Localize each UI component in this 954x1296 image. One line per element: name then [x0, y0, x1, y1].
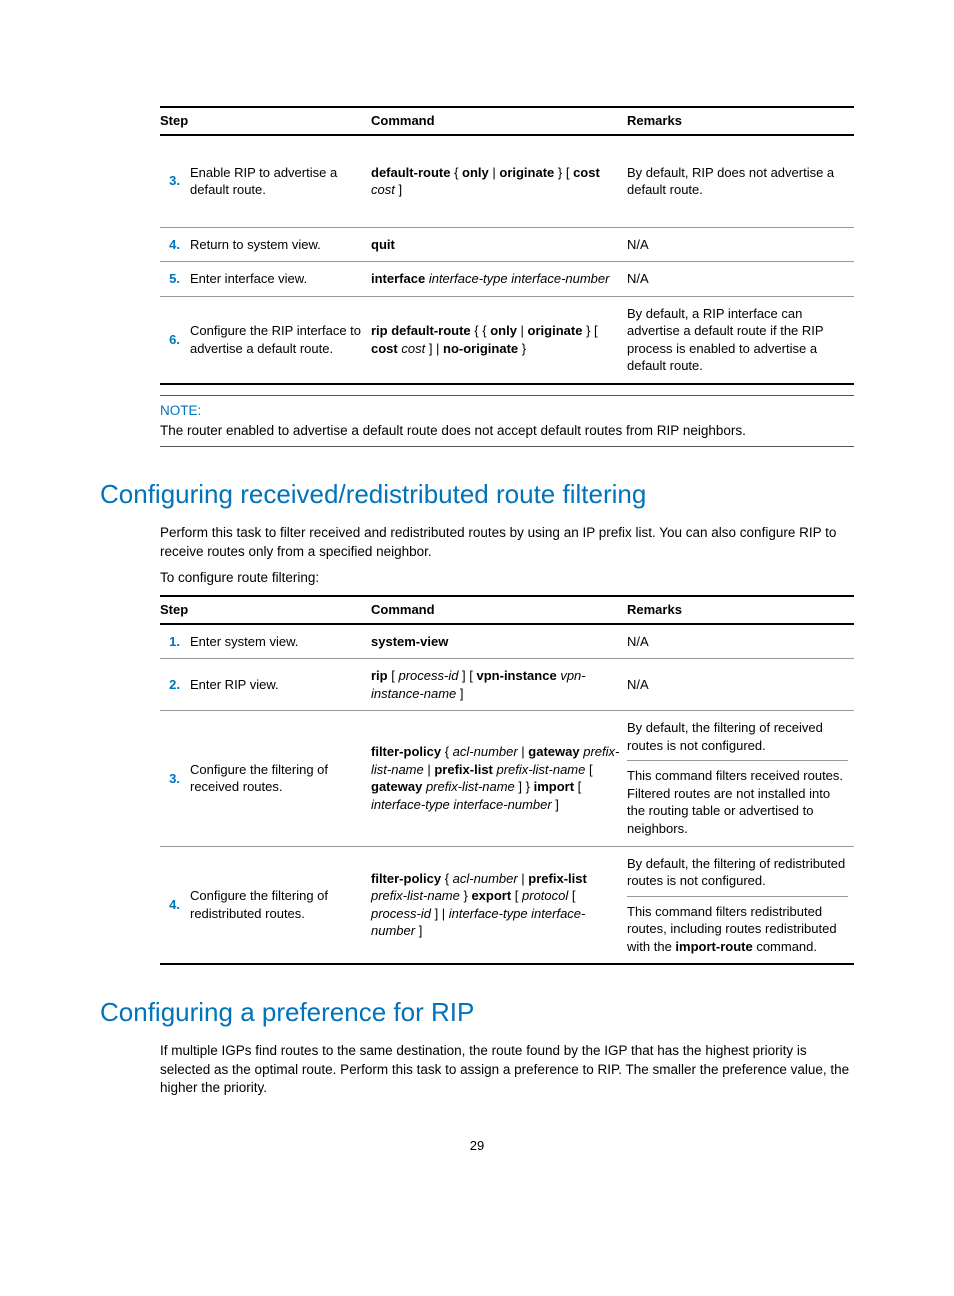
step-text: Enter interface view.	[190, 262, 371, 297]
col-remarks: Remarks	[627, 596, 854, 624]
step-number: 6.	[160, 296, 190, 384]
table-row: 1.Enter system view.system-viewN/A	[160, 624, 854, 659]
col-step: Step	[160, 596, 371, 624]
table-row: 4.Configure the filtering of redistribut…	[160, 846, 854, 964]
col-remarks: Remarks	[627, 107, 854, 135]
page-number: 29	[100, 1137, 854, 1155]
table-row: 3.Enable RIP to advertise a default rout…	[160, 135, 854, 228]
command-text: rip default-route { { only | originate }…	[371, 296, 627, 384]
remark-text: N/A	[627, 659, 854, 711]
command-text: filter-policy { acl-number | gateway pre…	[371, 711, 627, 846]
step-number: 1.	[160, 624, 190, 659]
command-text: system-view	[371, 624, 627, 659]
col-step: Step	[160, 107, 371, 135]
step-number: 3.	[160, 135, 190, 228]
table1-body: 3.Enable RIP to advertise a default rout…	[160, 135, 854, 384]
col-command: Command	[371, 596, 627, 624]
remark-text: By default, a RIP interface can advertis…	[627, 296, 854, 384]
table-row: 5.Enter interface view.interface interfa…	[160, 262, 854, 297]
remark-text: N/A	[627, 624, 854, 659]
remark-text: N/A	[627, 262, 854, 297]
table2-body: 1.Enter system view.system-viewN/A2.Ente…	[160, 624, 854, 965]
command-text: filter-policy { acl-number | prefix-list…	[371, 846, 627, 964]
step-number: 4.	[160, 227, 190, 262]
heading-preference-rip: Configuring a preference for RIP	[100, 995, 854, 1030]
note-text: The router enabled to advertise a defaul…	[160, 422, 854, 440]
table-default-route: Step Command Remarks 3.Enable RIP to adv…	[160, 106, 854, 385]
note-label: NOTE:	[160, 402, 854, 420]
col-command: Command	[371, 107, 627, 135]
table-row: 6.Configure the RIP interface to adverti…	[160, 296, 854, 384]
para-filtering-lead: To configure route filtering:	[160, 569, 854, 587]
table-route-filtering: Step Command Remarks 1.Enter system view…	[160, 595, 854, 965]
step-text: Enter RIP view.	[190, 659, 371, 711]
remark-text: By default, the filtering of received ro…	[627, 711, 854, 846]
step-text: Return to system view.	[190, 227, 371, 262]
remark-text: N/A	[627, 227, 854, 262]
table-row: 3.Configure the filtering of received ro…	[160, 711, 854, 846]
step-text: Configure the filtering of redistributed…	[190, 846, 371, 964]
heading-route-filtering: Configuring received/redistributed route…	[100, 477, 854, 512]
command-text: quit	[371, 227, 627, 262]
remark-text: By default, the filtering of redistribut…	[627, 846, 854, 964]
para-preference: If multiple IGPs find routes to the same…	[160, 1042, 854, 1097]
step-text: Enter system view.	[190, 624, 371, 659]
command-text: interface interface-type interface-numbe…	[371, 262, 627, 297]
remark-text: By default, RIP does not advertise a def…	[627, 135, 854, 228]
step-text: Configure the RIP interface to advertise…	[190, 296, 371, 384]
step-number: 3.	[160, 711, 190, 846]
table-row: 4.Return to system view.quitN/A	[160, 227, 854, 262]
step-text: Configure the filtering of received rout…	[190, 711, 371, 846]
step-number: 5.	[160, 262, 190, 297]
note-block: NOTE: The router enabled to advertise a …	[160, 395, 854, 447]
para-filtering-intro: Perform this task to filter received and…	[160, 524, 854, 560]
command-text: rip [ process-id ] [ vpn-instance vpn-in…	[371, 659, 627, 711]
step-text: Enable RIP to advertise a default route.	[190, 135, 371, 228]
step-number: 4.	[160, 846, 190, 964]
table-row: 2.Enter RIP view.rip [ process-id ] [ vp…	[160, 659, 854, 711]
step-number: 2.	[160, 659, 190, 711]
command-text: default-route { only | originate } [ cos…	[371, 135, 627, 228]
